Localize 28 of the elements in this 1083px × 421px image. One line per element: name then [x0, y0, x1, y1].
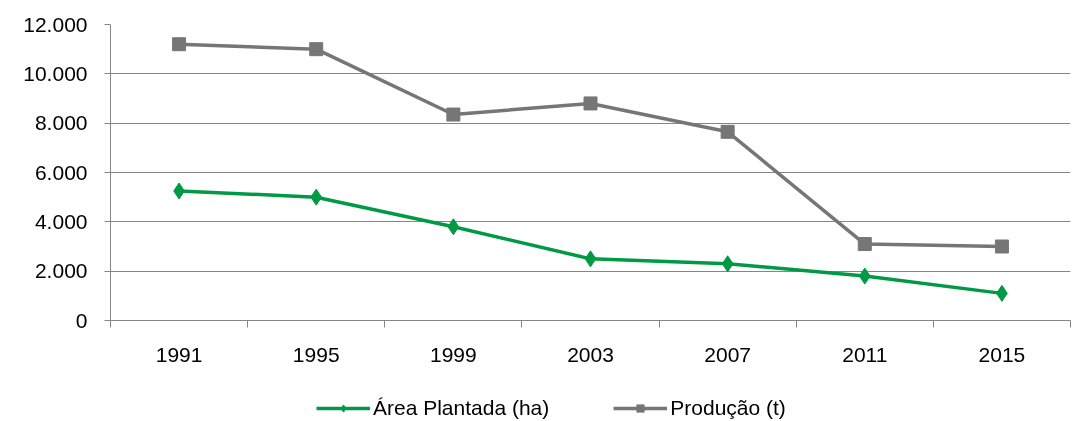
legend-label: Área Plantada (ha) — [373, 396, 550, 420]
point — [309, 42, 324, 57]
x-tick-label: 1991 — [155, 342, 203, 366]
y-tick-label: 4.000 — [34, 209, 88, 233]
legend-label: Produção (t) — [670, 396, 786, 420]
point — [446, 107, 461, 122]
y-tick-label: 2.000 — [34, 259, 88, 283]
point — [858, 267, 871, 285]
x-tick-label: 1995 — [292, 342, 340, 366]
x-tick-label: 2011 — [842, 342, 888, 366]
y-tick-label: 8.000 — [34, 111, 88, 135]
point — [994, 239, 1009, 254]
x-tick-label: 2003 — [567, 342, 614, 366]
y-tick-label: 6.000 — [34, 160, 88, 184]
x-tick-label: 2007 — [704, 342, 751, 366]
point — [172, 37, 187, 52]
point — [310, 188, 323, 206]
x-tick-label: 1999 — [430, 342, 477, 366]
point — [857, 237, 872, 252]
point — [720, 124, 735, 139]
point — [583, 96, 598, 111]
y-tick-label: 12.000 — [23, 12, 88, 36]
y-tick-label: 0 — [75, 308, 88, 332]
y-tick-label: 10.000 — [23, 61, 88, 85]
point — [447, 218, 460, 236]
point — [721, 255, 734, 273]
x-tick-label: 2015 — [978, 342, 1026, 366]
point — [584, 250, 597, 268]
